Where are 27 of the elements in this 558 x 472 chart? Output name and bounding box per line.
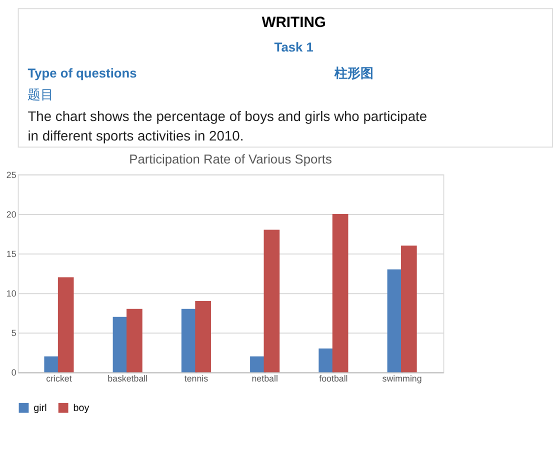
y-tick-label: 5	[11, 328, 16, 338]
chart-title: Participation Rate of Various Sports	[129, 152, 332, 166]
x-tick-label: swimming	[382, 374, 422, 384]
y-tick-label: 0	[11, 368, 16, 378]
bar	[126, 308, 142, 372]
y-tick-label: 20	[6, 209, 16, 220]
y-tick-label: 15	[6, 248, 16, 259]
text: Task 1	[274, 40, 314, 55]
x-tick-label: netball	[252, 374, 278, 384]
y-tick-label: 10	[6, 288, 16, 299]
text: 题目	[28, 87, 54, 102]
legend-label: boy	[73, 402, 90, 414]
legend-label: girl	[34, 402, 47, 414]
text: WRITING	[262, 14, 326, 31]
x-tick-label: football	[319, 374, 348, 384]
y-tick-label: 25	[6, 170, 16, 180]
bar	[58, 277, 74, 372]
bar	[401, 246, 417, 372]
x-tick-label: basketball	[108, 374, 148, 384]
bar	[195, 301, 211, 372]
bar	[264, 230, 280, 372]
text: 柱形图	[334, 65, 374, 80]
bar	[332, 214, 348, 372]
text: Type of questions	[28, 65, 137, 80]
x-tick-label: cricket	[46, 374, 72, 384]
x-tick-label: tennis	[184, 374, 209, 384]
text: The chart shows the percentage of boys and girls who participate in different sports activities in 2010.	[28, 108, 428, 144]
